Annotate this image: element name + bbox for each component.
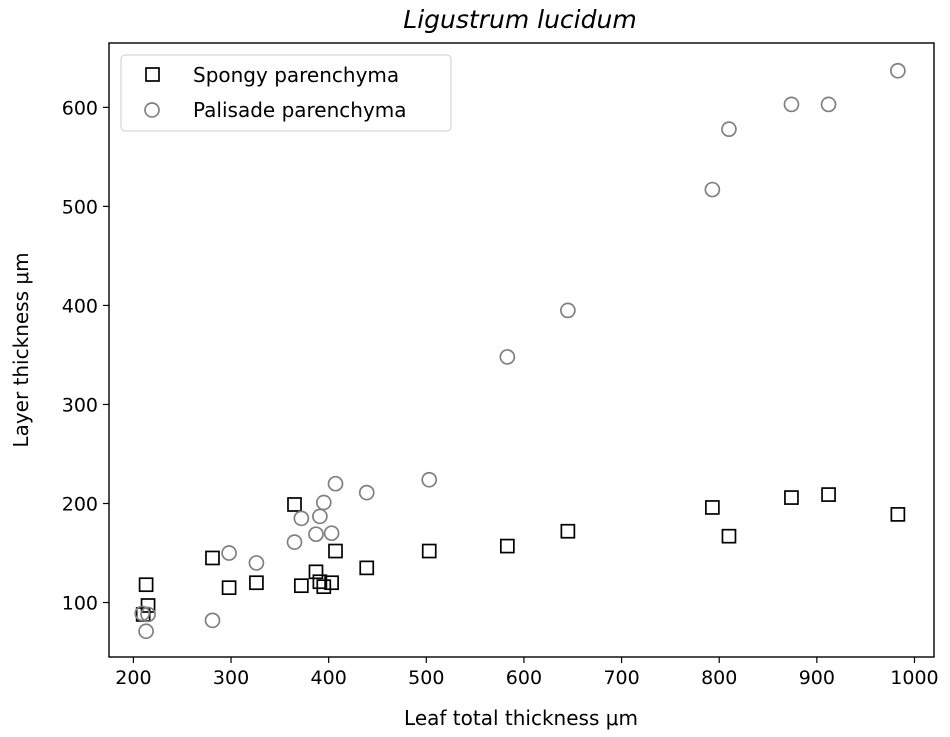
x-tick-label: 700 xyxy=(603,667,639,689)
x-tick-label: 500 xyxy=(408,667,444,689)
palisade-point xyxy=(221,545,237,561)
x-tick-label: 600 xyxy=(506,667,542,689)
palisade-point xyxy=(308,526,324,543)
palisade-point xyxy=(312,508,328,525)
y-axis-label: Layer thickness μm xyxy=(9,252,33,447)
spongy-point xyxy=(421,543,437,559)
spongy-point xyxy=(221,580,237,596)
palisade-point xyxy=(704,181,721,198)
spongy-point xyxy=(499,538,515,554)
legend: Spongy parenchyma Palisade parenchyma xyxy=(120,54,452,132)
chart-title: Ligustrum lucidum xyxy=(403,5,636,34)
y-axis: 100 200 300 400 500 600 xyxy=(62,97,109,615)
x-tick-label: 900 xyxy=(799,667,835,689)
palisade-point xyxy=(204,612,221,629)
data-series xyxy=(134,62,906,640)
series-spongy-parenchyma xyxy=(135,487,906,622)
palisade-point xyxy=(293,510,310,527)
spongy-point xyxy=(821,487,836,502)
x-tick-label: 400 xyxy=(311,667,347,689)
y-tick-label: 100 xyxy=(62,593,98,615)
y-tick-label: 300 xyxy=(62,394,98,416)
palisade-point xyxy=(138,623,154,640)
x-tick-label: 300 xyxy=(213,667,249,689)
legend-label-spongy: Spongy parenchyma xyxy=(193,63,399,87)
y-tick-label: 400 xyxy=(62,295,98,317)
palisade-point xyxy=(890,62,906,79)
palisade-point xyxy=(783,96,800,113)
spongy-point xyxy=(293,578,309,594)
spongy-point xyxy=(316,579,332,595)
spongy-point xyxy=(140,598,156,613)
plot-area xyxy=(108,42,935,658)
palisade-point xyxy=(721,121,737,138)
x-tick-label: 200 xyxy=(115,667,151,689)
spongy-point xyxy=(138,577,154,593)
legend-label-palisade: Palisade parenchyma xyxy=(193,98,407,122)
palisade-point xyxy=(499,349,516,365)
x-tick-label: 800 xyxy=(701,667,737,689)
series-palisade-parenchyma xyxy=(134,62,906,640)
y-tick-label: 500 xyxy=(62,196,98,218)
legend-box xyxy=(120,54,452,132)
spongy-point xyxy=(890,507,906,522)
y-tick-label: 200 xyxy=(62,494,98,516)
spongy-point xyxy=(560,523,576,539)
palisade-point xyxy=(358,484,375,501)
palisade-point xyxy=(315,494,332,511)
palisade-point xyxy=(323,525,340,542)
palisade-point xyxy=(140,606,156,623)
x-axis: 200 300 400 500 600 700 800 900 1000 xyxy=(115,657,939,689)
spongy-point xyxy=(205,550,220,566)
palisade-point xyxy=(327,475,344,492)
palisade-point xyxy=(820,96,837,113)
spongy-point xyxy=(312,574,328,590)
palisade-point xyxy=(286,534,303,550)
legend-marker-spongy xyxy=(145,67,160,82)
palisade-point xyxy=(134,605,151,622)
x-tick-label: 1000 xyxy=(890,667,938,689)
spongy-point xyxy=(784,490,799,505)
spongy-point xyxy=(308,564,324,580)
palisade-point xyxy=(560,302,576,319)
spongy-point xyxy=(721,528,737,544)
spongy-point xyxy=(249,575,264,591)
spongy-point xyxy=(324,575,339,591)
legend-marker-palisade xyxy=(144,102,160,118)
spongy-point xyxy=(359,560,375,576)
x-axis-label: Leaf total thickness μm xyxy=(404,706,638,730)
spongy-point xyxy=(705,500,720,515)
palisade-point xyxy=(421,471,438,488)
palisade-point xyxy=(248,555,265,571)
spongy-point xyxy=(287,497,302,512)
spongy-point xyxy=(328,543,343,559)
y-tick-label: 600 xyxy=(62,97,98,119)
